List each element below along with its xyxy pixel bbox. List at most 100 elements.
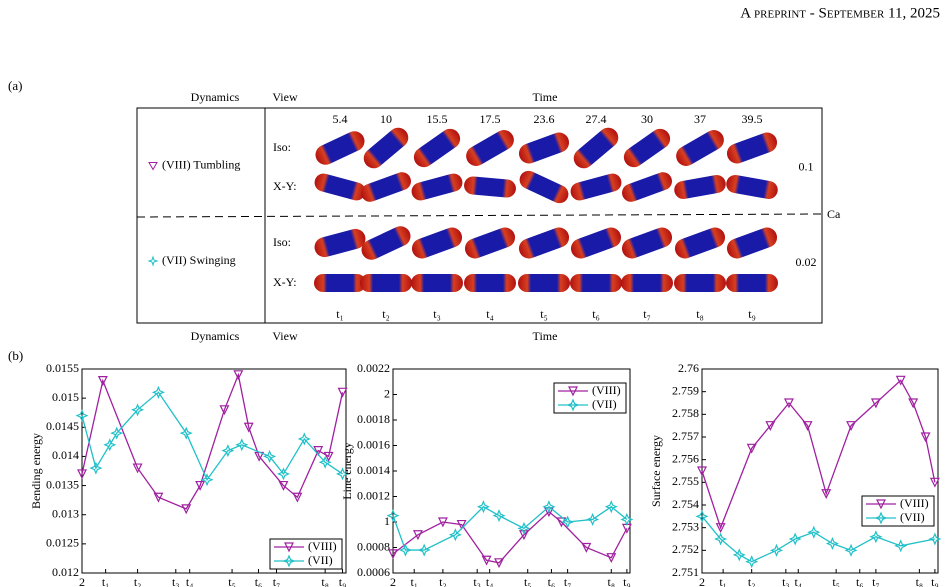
y-axis-label: Bending energy: [29, 433, 43, 509]
series-marker: [151, 385, 165, 399]
series-marker: [386, 509, 400, 523]
time-label: t₈: [696, 307, 704, 321]
time-label: t₇: [643, 307, 651, 321]
series-marker: [821, 489, 832, 500]
cell-shape: [674, 227, 726, 259]
series-marker: [481, 555, 492, 566]
y-tick-label: 0.012: [52, 565, 79, 579]
ca-value: 0.02: [796, 255, 817, 269]
series-marker: [417, 543, 431, 557]
cell-shape: [361, 172, 411, 202]
series-marker: [492, 509, 506, 523]
y-tick-label: 0.0145: [46, 419, 79, 433]
series-marker: [337, 387, 348, 398]
x-tick-label: t₈: [916, 575, 924, 587]
x-tick-label: t₆: [255, 575, 263, 587]
series-marker: [297, 432, 311, 446]
cell-shape: [726, 132, 778, 164]
cell-shape: [570, 274, 622, 292]
series-marker: [233, 370, 244, 381]
series-marker: [802, 421, 813, 432]
legend-marker: [284, 542, 294, 553]
series-marker: [292, 492, 303, 503]
column-footer: Time: [533, 329, 558, 343]
series-marker: [732, 548, 746, 562]
y-tick-label: 2.758: [672, 406, 699, 420]
view-label: Iso:: [273, 140, 291, 154]
y-tick-label: 1: [384, 514, 390, 528]
x-tick-label: t₇: [273, 575, 281, 587]
time-value: 27.4: [586, 112, 607, 126]
y-tick-label: 2.751: [672, 565, 699, 579]
series-marker: [928, 532, 942, 546]
dynamics-label: (VII) Swinging: [162, 253, 236, 267]
x-tick-label: t₄: [486, 575, 494, 587]
x-tick-label: t₅: [228, 575, 236, 587]
cell-shape: [570, 227, 622, 259]
column-footer: Dynamics: [191, 329, 240, 343]
time-label: t₉: [748, 307, 756, 321]
x-tick-label: t₆: [856, 575, 864, 587]
cell-shape: [363, 127, 409, 169]
y-tick-label: 0.0155: [46, 361, 79, 375]
time-value: 30: [641, 112, 653, 126]
legend-label: (VIII): [900, 496, 929, 510]
legend-marker: [566, 398, 580, 412]
x-tick-label: t₃: [172, 575, 180, 587]
y-tick-label: 2.759: [672, 383, 699, 397]
cell-shape: [726, 274, 778, 292]
time-value: 15.5: [427, 112, 448, 126]
cell-shape: [411, 173, 463, 201]
series-marker: [765, 421, 776, 432]
series-marker: [714, 532, 728, 546]
y-axis-label: Line energy: [340, 442, 354, 499]
series-marker: [894, 539, 908, 553]
series-marker: [807, 525, 821, 539]
x-tick-label: t₆: [548, 575, 556, 587]
legend-marker: [282, 554, 296, 568]
series-marker: [908, 398, 919, 409]
cell-shape: [411, 227, 463, 259]
y-tick-label: 0.0014: [357, 463, 390, 477]
header-title: A preprint - September 11, 2025: [740, 5, 940, 21]
series-marker: [221, 444, 235, 458]
y-tick-label: 0.0016: [357, 437, 390, 451]
series-marker: [318, 455, 332, 469]
y-tick-label: 2.754: [672, 497, 699, 511]
legend-marker: [874, 511, 888, 525]
cell-shape: [726, 227, 778, 259]
cell-shape: [464, 274, 516, 292]
y-axis-label: Surface energy: [649, 435, 663, 507]
cell-shape: [361, 226, 411, 260]
series-marker: [929, 477, 940, 488]
y-tick-label: 0.0008: [357, 539, 390, 553]
time-label: t₄: [486, 307, 494, 321]
x-tick-label: t₂: [134, 575, 142, 587]
time-value: 10: [380, 112, 392, 126]
series-marker: [89, 461, 103, 475]
series-line: [392, 505, 628, 551]
cell-shape: [314, 228, 366, 258]
y-tick-label: 2: [384, 386, 390, 400]
series-line: [701, 515, 936, 563]
cell-shape: [413, 128, 461, 168]
series-marker: [746, 443, 757, 454]
row-marker: [148, 162, 158, 171]
series-marker: [75, 409, 89, 423]
y-tick-label: 2.755: [672, 474, 699, 488]
time-value: 23.6: [534, 112, 555, 126]
series-marker: [695, 509, 709, 523]
series-marker: [543, 507, 554, 518]
series-marker: [412, 530, 423, 541]
series-marker: [313, 446, 324, 456]
x-tick-label: t₈: [608, 575, 616, 587]
series-marker: [788, 532, 802, 546]
ca-value: 0.1: [799, 159, 814, 173]
series-marker: [697, 466, 707, 477]
time-value: 39.5: [742, 112, 763, 126]
cell-shape: [518, 227, 570, 259]
cell-shape: [314, 173, 366, 201]
series-marker: [437, 517, 448, 528]
legend-box: [553, 382, 627, 414]
